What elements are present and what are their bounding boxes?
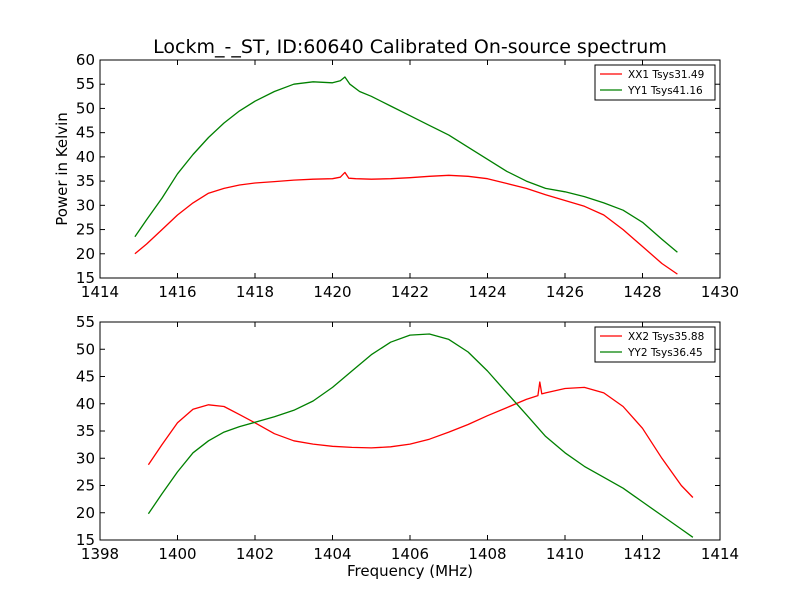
bottom-x-tick-label: 1408	[468, 545, 506, 563]
bottom-ticks: 1398 1400 1402 1404 1406 1408 1410 1412 1414 15 20…	[76, 313, 739, 563]
chart-title: Lockm_-_ST, ID:60640 Calibrated On-sourc…	[153, 36, 667, 58]
top-y-tick-label: 50	[76, 99, 95, 117]
bottom-y-tick-label: 35	[76, 422, 95, 440]
bottom-y-tick-label: 25	[76, 477, 95, 495]
top-x-tick-label: 1416	[158, 283, 196, 301]
bottom-y-tick-label: 55	[76, 313, 95, 331]
x-axis-label: Frequency (MHz)	[347, 562, 473, 580]
bottom-legend-box	[594, 326, 716, 363]
top-x-tick-label: 1420	[313, 283, 351, 301]
bottom-x-tick-label: 1410	[546, 545, 584, 563]
bottom-x-tick-label: 1402	[236, 545, 274, 563]
bottom-legend: XX2 Tsys35.88 YY2 Tsys36.45	[594, 326, 716, 363]
top-y-tick-label: 45	[76, 124, 95, 142]
bottom-y-tick-label: 15	[76, 531, 95, 549]
bottom-y-tick-label: 45	[76, 368, 95, 386]
bottom-x-tick-label: 1398	[81, 545, 119, 563]
bottom-series-line-xx2	[147, 381, 694, 498]
top-y-tick-label: 40	[76, 148, 95, 166]
top-x-tick-label: 1430	[701, 283, 739, 301]
top-panel: 1414 1416 1418 1420 1422 1424 1426 1428 1430 15 20…	[53, 51, 739, 301]
top-series-line-xx1	[134, 171, 678, 275]
bottom-panel: 1398 1400 1402 1404 1406 1408 1410 1412 1414 15 20…	[76, 313, 739, 580]
bottom-legend-label-xx2: XX2 Tsys35.88	[628, 331, 704, 343]
top-legend-label-xx1: XX1 Tsys31.49	[628, 69, 704, 81]
top-y-tick-label: 55	[76, 75, 95, 93]
bottom-legend-label-yy2: YY2 Tsys36.45	[627, 347, 703, 359]
bottom-y-tick-label: 40	[76, 395, 95, 413]
bottom-x-tick-label: 1412	[623, 545, 661, 563]
bottom-x-tick-label: 1414	[701, 545, 739, 563]
top-legend: XX1 Tsys31.49 YY1 Tsys41.16	[594, 64, 716, 101]
top-y-tick-label: 15	[76, 269, 95, 287]
bottom-x-tick-label: 1406	[391, 545, 429, 563]
bottom-x-tick-label: 1404	[313, 545, 351, 563]
bottom-series-line-yy2	[147, 333, 694, 538]
bottom-x-tick-label: 1400	[158, 545, 196, 563]
top-legend-label-yy1: YY1 Tsys41.16	[627, 85, 703, 97]
top-x-tick-label: 1426	[546, 283, 584, 301]
top-x-tick-label: 1422	[391, 283, 429, 301]
bottom-series-layer	[147, 333, 694, 538]
top-legend-box	[594, 64, 716, 101]
top-y-tick-label: 25	[76, 221, 95, 239]
top-x-tick-label: 1428	[623, 283, 661, 301]
bottom-y-tick-label: 20	[76, 504, 95, 522]
top-y-tick-label: 30	[76, 196, 95, 214]
top-y-axis-label: Power in Kelvin	[53, 112, 71, 226]
top-x-tick-label: 1418	[236, 283, 274, 301]
top-x-tick-label: 1424	[468, 283, 506, 301]
top-series-line-yy1	[134, 76, 678, 253]
bottom-y-tick-label: 50	[76, 340, 95, 358]
top-y-tick-label: 35	[76, 172, 95, 190]
top-y-tick-label: 60	[76, 51, 95, 69]
top-x-tick-label: 1414	[81, 283, 119, 301]
top-y-tick-label: 20	[76, 245, 95, 263]
bottom-y-tick-label: 30	[76, 449, 95, 467]
top-ticks: 1414 1416 1418 1420 1422 1424 1426 1428 1430 15 20…	[76, 51, 739, 301]
top-series-layer	[134, 76, 678, 275]
